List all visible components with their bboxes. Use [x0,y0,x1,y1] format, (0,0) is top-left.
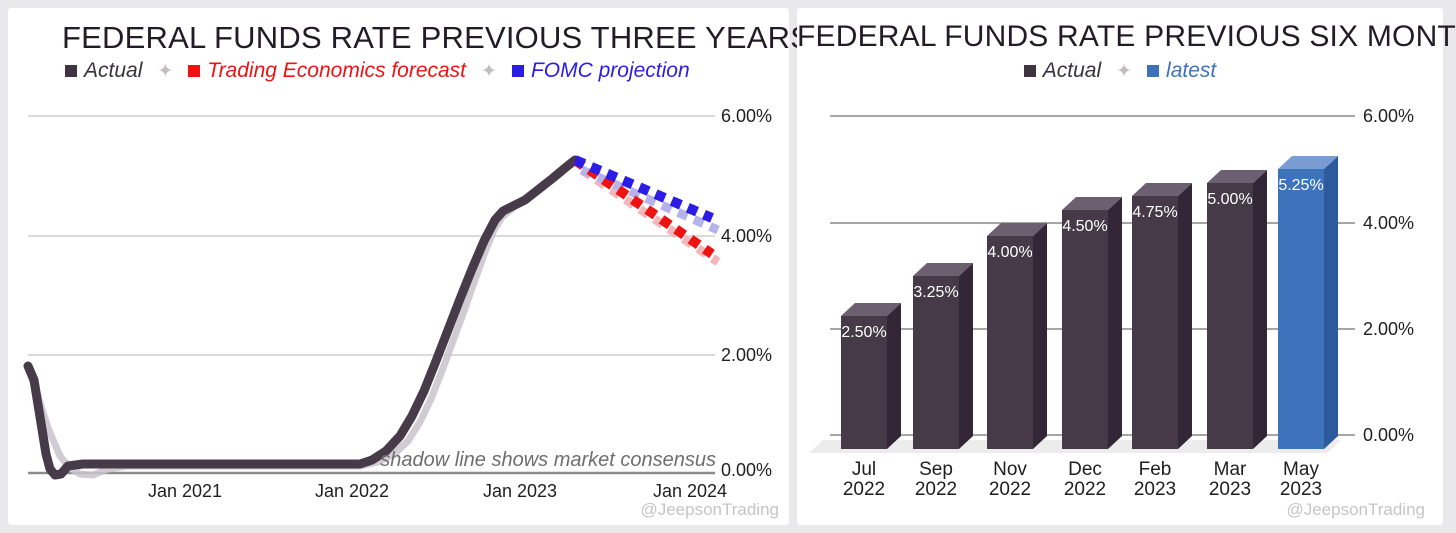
left-xtick-2023: Jan 2023 [482,481,558,501]
legend-te-forecast-label: Trading Economics forecast [207,59,467,82]
right-xtick: Jul 2022 [832,460,896,500]
year-line: 2022 [914,479,958,500]
legend-item-actual: Actual [65,59,142,83]
te-forecast-swatch-icon [188,65,201,77]
left-chart-plot [23,115,721,480]
right-ytick-0: 0.00% [1363,425,1415,445]
month-line: Jul [851,459,877,480]
year-line: 2022 [1063,479,1107,500]
legend-item-te-forecast: Trading Economics forecast [188,59,466,83]
bar-value-label: 4.75% [1132,204,1178,221]
fomc-shadow-line [580,165,720,235]
month-line: Sep [919,459,953,480]
bar-value-label: 5.25% [1278,177,1324,194]
bar-value-label: 4.00% [987,244,1033,261]
month-line: Feb [1138,459,1172,480]
diamond-separator-icon: ✦ [1116,60,1133,82]
bar-nov-2022 [987,223,1047,449]
month-line: Nov [993,459,1027,480]
actual-swatch-icon [65,65,77,77]
year-line: 2023 [1279,479,1323,500]
bar-jul-2022 [841,303,901,449]
diamond-separator-icon: ✦ [481,60,497,82]
year-line: 2022 [842,479,886,500]
month-line: May [1283,459,1319,480]
bar-value-label: 5.00% [1207,191,1253,208]
right-ytick-6: 6.00% [1363,106,1415,126]
month-line: Dec [1068,459,1102,480]
right-chart-title: FEDERAL FUNDS RATE PREVIOUS SIX MONTHS [797,20,1456,53]
bar-value-label: 4.50% [1062,218,1108,235]
legend-actual-label: Actual [84,59,143,82]
actual-swatch-icon [1023,65,1036,77]
left-xtick-2024: Jan 2024 [652,481,728,501]
legend-fomc-label: FOMC projection [530,59,690,82]
fomc-projection-line [573,155,714,223]
actual-line [23,155,580,480]
right-chart-panel: FEDERAL FUNDS RATE PREVIOUS SIX MONTHS A… [797,8,1456,525]
year-line: 2022 [988,479,1032,500]
latest-swatch-icon [1147,65,1160,77]
left-ytick-4: 4.00% [721,226,773,246]
fomc-swatch-icon [511,65,524,77]
watermark: @JeepsonTrading [1286,500,1425,519]
bar-value-label: 2.50% [841,324,887,341]
legend-item-fomc: FOMC projection [511,59,690,83]
right-xtick: May 2023 [1269,460,1333,500]
bar-may-2023-latest [1278,156,1338,449]
right-ytick-4: 4.00% [1363,213,1415,233]
legend-actual-label: Actual [1042,59,1102,82]
right-xtick: Dec 2022 [1053,460,1117,500]
legend-item-latest: latest [1147,59,1216,83]
right-xtick: Sep 2022 [904,460,968,500]
right-ytick-2: 2.00% [1363,319,1415,339]
month-line: Mar [1213,459,1247,480]
right-xtick: Feb 2023 [1123,460,1187,500]
bar-feb-2023 [1132,183,1192,449]
bar-dec-2022 [1062,197,1122,449]
bar-value-label: 3.25% [913,284,959,301]
bar-mar-2023 [1207,170,1267,449]
bar-sep-2022 [913,263,973,449]
legend-latest-label: latest [1166,59,1217,82]
left-ytick-6: 6.00% [721,106,773,126]
year-line: 2023 [1208,479,1252,500]
left-chart-panel: FEDERAL FUNDS RATE PREVIOUS THREE YEARS … [8,8,811,525]
left-ytick-2: 2.00% [721,345,773,365]
right-chart-plot [809,115,1355,453]
watermark: @JeepsonTrading [640,500,779,519]
left-xtick-2021: Jan 2021 [147,481,223,501]
right-chart-legend: Actual ✦ latest [797,59,1443,83]
diamond-separator-icon: ✦ [157,60,174,82]
left-xtick-2022: Jan 2022 [314,481,390,501]
legend-item-actual: Actual [1023,59,1102,83]
left-chart-legend: Actual ✦ Trading Economics forecast ✦ FO… [65,59,690,83]
left-chart-title: FEDERAL FUNDS RATE PREVIOUS THREE YEARS [62,20,812,55]
right-xtick: Mar 2023 [1198,460,1262,500]
left-ytick-0: 0.00% [721,460,773,480]
year-line: 2023 [1133,479,1177,500]
right-xtick: Nov 2022 [978,460,1042,500]
consensus-annotation: shadow line shows market consensus [380,449,716,471]
